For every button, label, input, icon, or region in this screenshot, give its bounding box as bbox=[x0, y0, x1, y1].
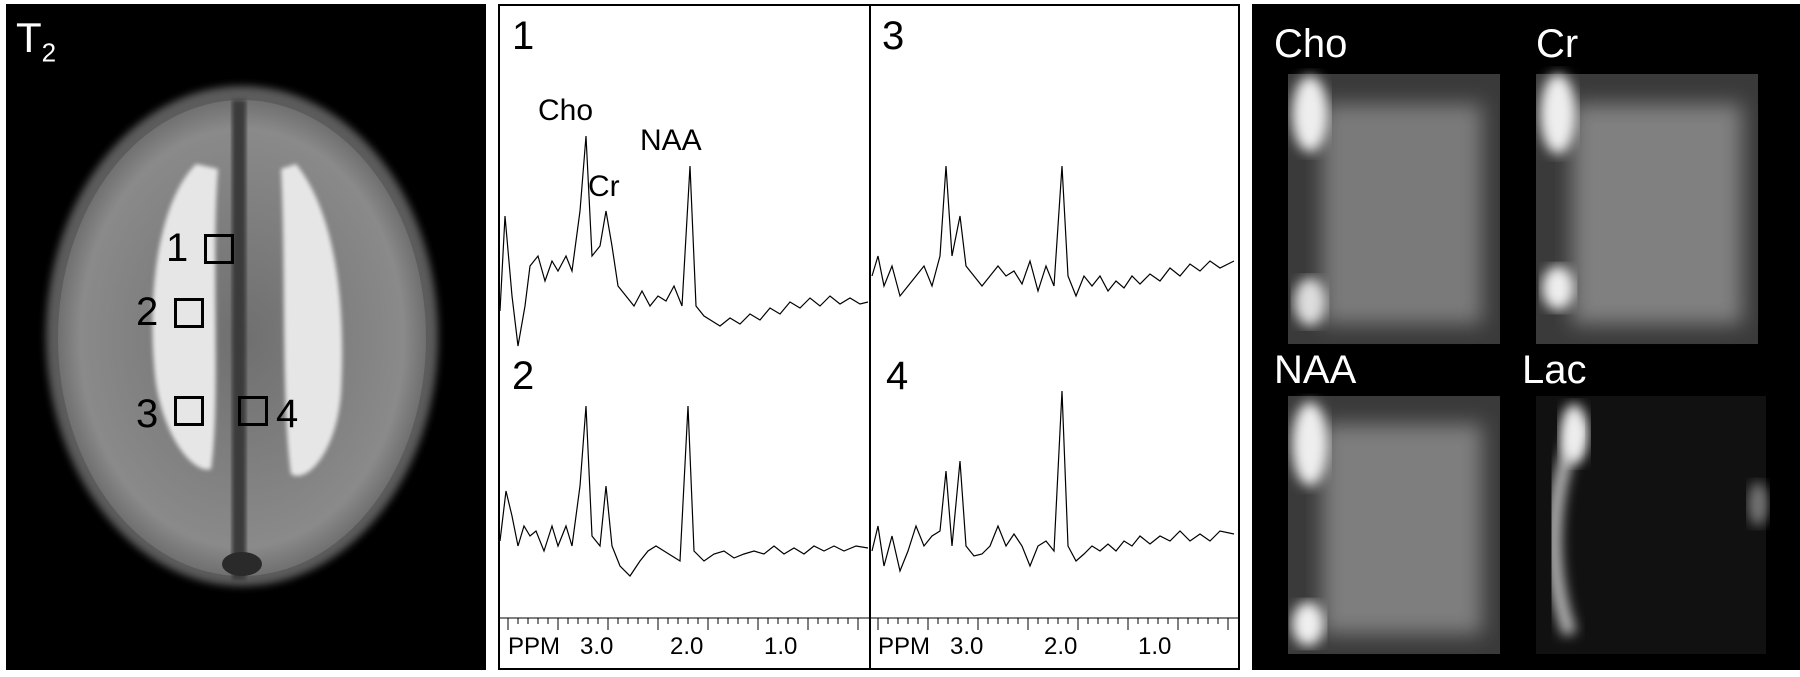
roi-label-3: 3 bbox=[136, 392, 159, 436]
naa-map bbox=[1288, 396, 1500, 654]
spectra-plot: PPM 3.0 2.0 1.0 PPM 3.0 2.0 1.0 bbox=[500, 6, 1238, 668]
roi-box-1 bbox=[204, 234, 234, 264]
spectrum-number-1: 1 bbox=[512, 14, 535, 58]
tick-1.0-left: 1.0 bbox=[764, 633, 797, 660]
axis-unit-left: PPM bbox=[508, 633, 560, 660]
map-title-cr: Cr bbox=[1536, 22, 1579, 66]
brain-axial-slice bbox=[46, 86, 438, 586]
roi-box-2 bbox=[174, 298, 204, 328]
map-title-cho: Cho bbox=[1274, 22, 1348, 66]
metabolite-maps bbox=[1288, 74, 1768, 654]
peak-label-naa: NAA bbox=[640, 124, 702, 157]
cr-map bbox=[1536, 74, 1758, 344]
peak-label-cho: Cho bbox=[538, 94, 594, 127]
peak-label-cr: Cr bbox=[588, 170, 620, 203]
cho-map bbox=[1288, 74, 1500, 344]
mr-spectra-panel: PPM 3.0 2.0 1.0 PPM 3.0 2.0 1.0 1 3 2 4 … bbox=[498, 4, 1240, 670]
roi-label-2: 2 bbox=[136, 290, 159, 334]
axis-unit-right: PPM bbox=[878, 633, 930, 660]
map-title-lac: Lac bbox=[1522, 348, 1587, 392]
roi-box-3 bbox=[174, 396, 204, 426]
tick-3.0-left: 3.0 bbox=[580, 633, 613, 660]
tick-1.0-right: 1.0 bbox=[1138, 633, 1171, 660]
tick-2.0-right: 2.0 bbox=[1044, 633, 1077, 660]
lac-map bbox=[1536, 396, 1768, 654]
t2-label: T2 bbox=[16, 14, 57, 68]
spectrum-number-3: 3 bbox=[882, 14, 905, 58]
roi-label-1: 1 bbox=[166, 226, 189, 270]
spectrum-number-2: 2 bbox=[512, 354, 535, 398]
metabolite-maps-panel: Cho Cr NAA Lac bbox=[1252, 4, 1800, 670]
roi-box-4 bbox=[238, 396, 268, 426]
tick-3.0-right: 3.0 bbox=[950, 633, 983, 660]
t2-mri-image: T2 1 2 3 4 bbox=[6, 4, 486, 670]
spectrum-number-4: 4 bbox=[886, 354, 909, 398]
roi-label-4: 4 bbox=[276, 392, 299, 436]
map-title-naa: NAA bbox=[1274, 348, 1357, 392]
tick-2.0-left: 2.0 bbox=[670, 633, 703, 660]
